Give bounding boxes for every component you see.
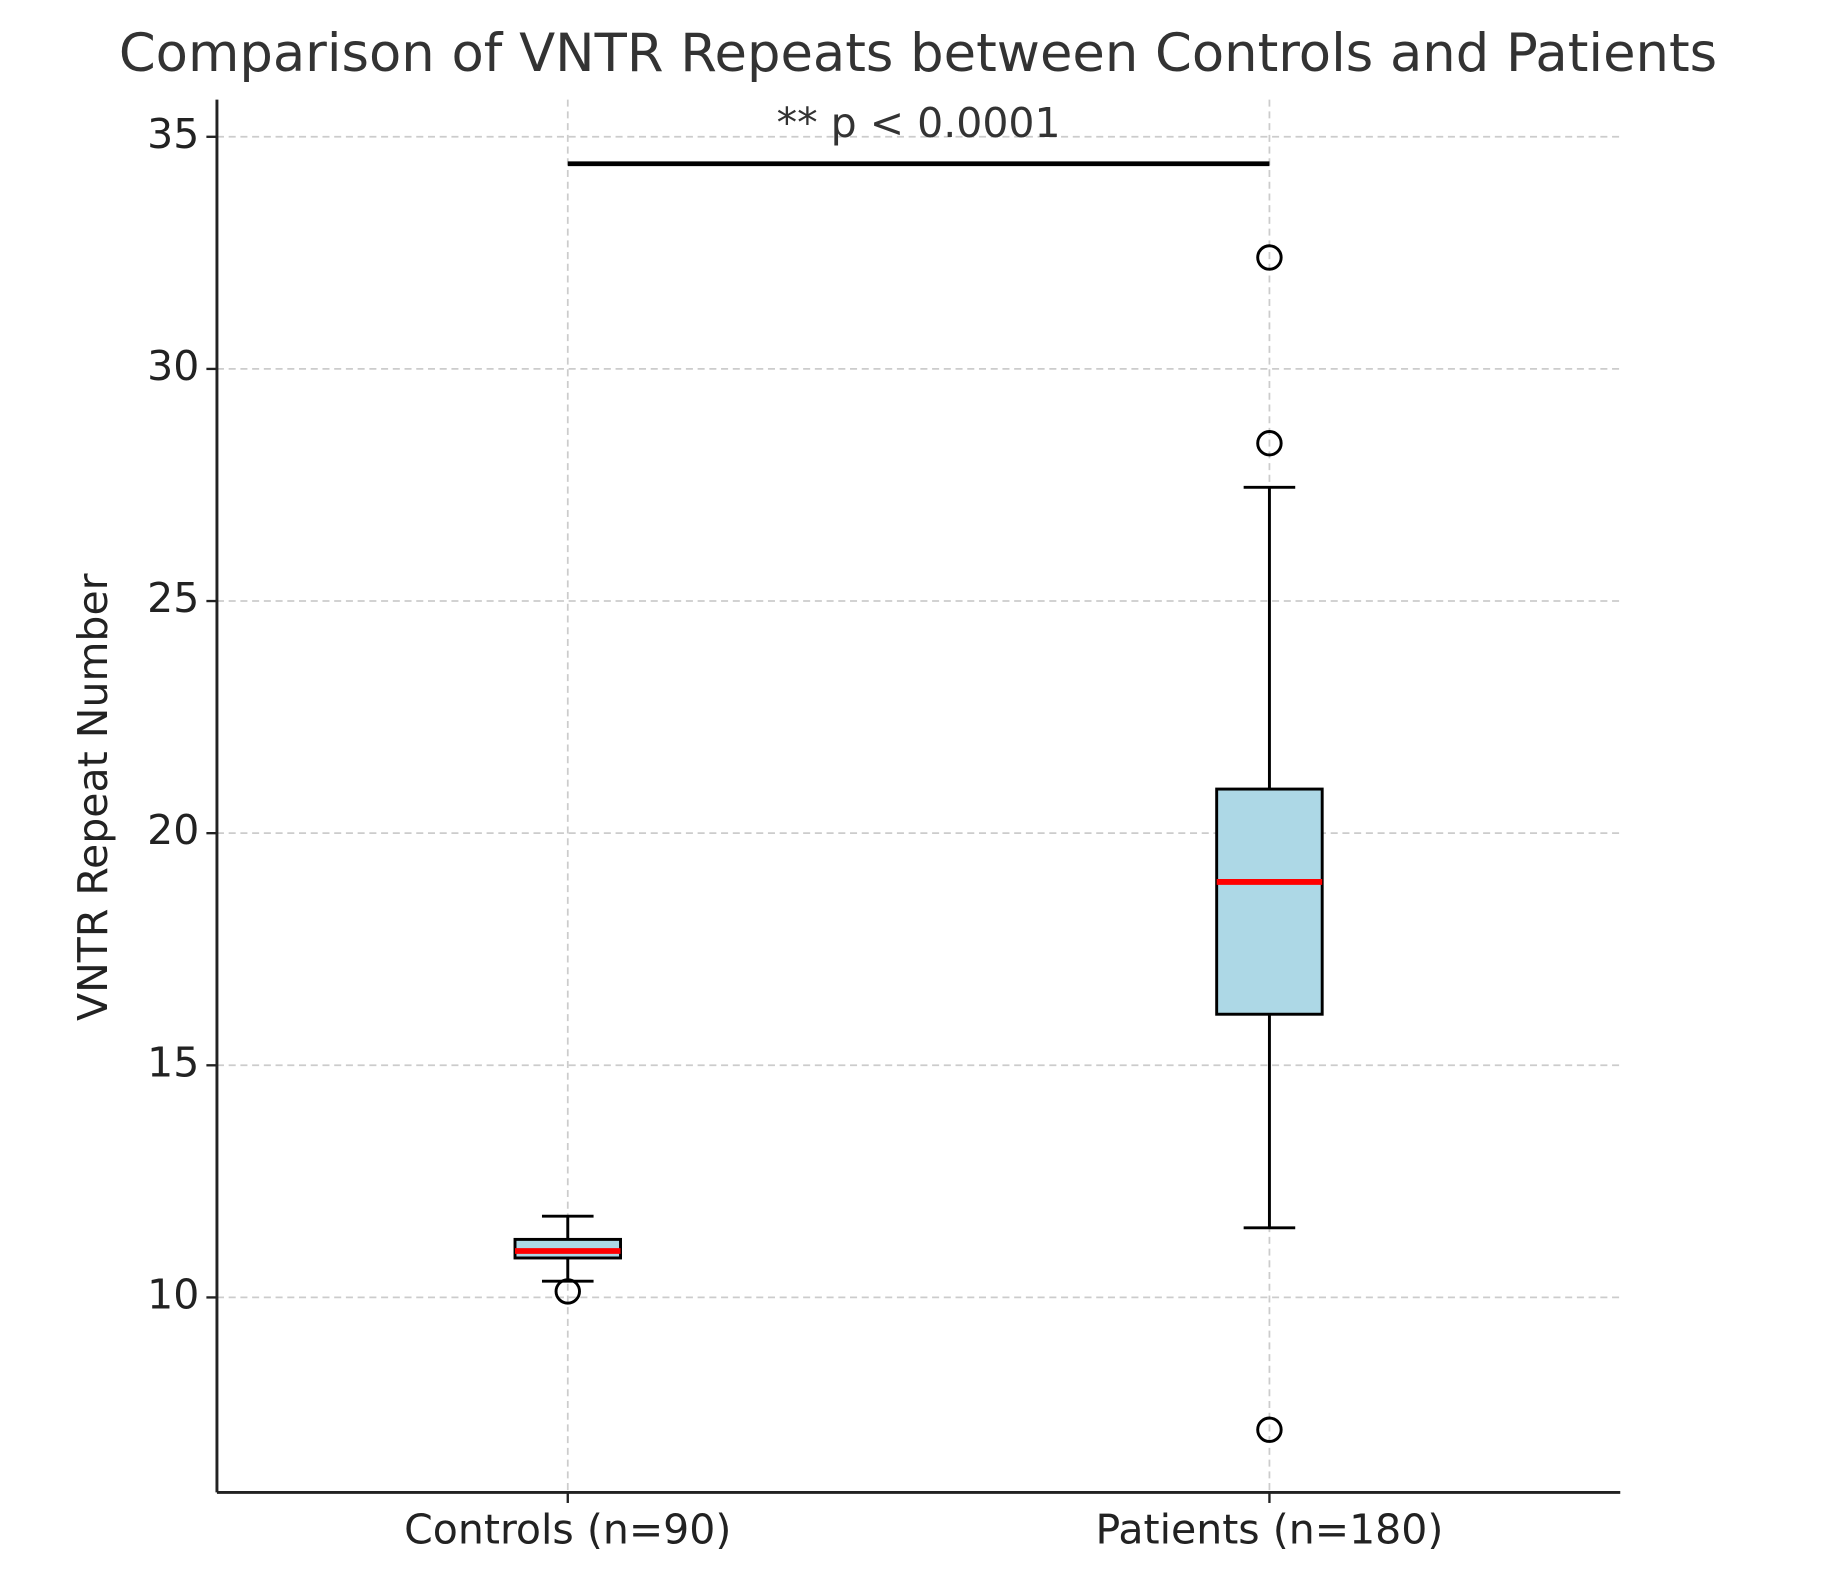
y-axis-label: VNTR Repeat Number: [69, 573, 117, 1021]
x-tick-label: Patients (n=180): [1095, 1505, 1443, 1553]
y-tick-label: 30: [147, 342, 199, 390]
y-tick-label: 20: [147, 806, 199, 854]
outlier: [1256, 244, 1283, 271]
y-tick-label: 15: [147, 1038, 199, 1086]
y-tick-label: 35: [147, 110, 199, 158]
outlier: [1256, 430, 1283, 457]
x-tick-label: Controls (n=90): [404, 1505, 731, 1553]
significance-label: ** p < 0.0001: [777, 99, 1061, 147]
y-tick-label: 25: [147, 574, 199, 622]
box: [1215, 787, 1324, 1016]
y-tick-label: 10: [147, 1270, 199, 1318]
outlier: [554, 1278, 581, 1305]
chart-title: Comparison of VNTR Repeats between Contr…: [119, 23, 1717, 84]
outlier: [1256, 1416, 1283, 1443]
